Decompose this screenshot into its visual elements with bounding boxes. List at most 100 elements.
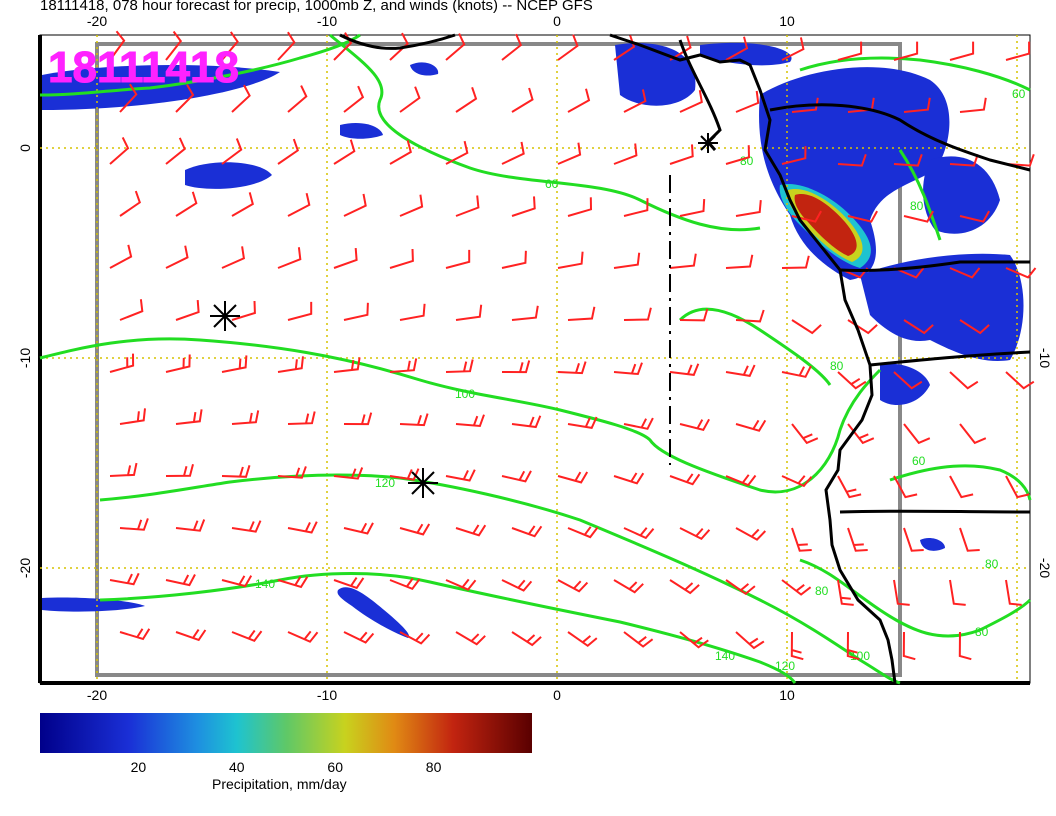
contour-label: 120 — [375, 476, 395, 490]
wind-barb — [389, 248, 414, 269]
wind-barb — [679, 90, 703, 113]
wind-barb — [389, 468, 420, 481]
wind-barb — [613, 362, 643, 376]
border — [869, 350, 1031, 367]
contour-label: 100 — [455, 387, 475, 401]
wind-barb — [119, 83, 138, 113]
colorbar-tick-label: 60 — [327, 759, 343, 775]
wind-barb — [231, 629, 263, 643]
wind-barb — [231, 84, 251, 113]
lat-tick-right: -20 — [1037, 558, 1053, 578]
wind-barb — [623, 631, 654, 648]
wind-barb — [725, 145, 751, 165]
wind-barb — [277, 576, 309, 589]
wind-barb — [287, 630, 319, 643]
wind-barb — [958, 631, 972, 661]
wind-barb — [287, 301, 313, 321]
wind-barb — [1005, 579, 1022, 606]
wind-barb — [445, 33, 466, 61]
wind-barb — [959, 423, 987, 445]
border — [678, 39, 722, 151]
wind-barb — [669, 579, 700, 595]
wind-barb — [837, 579, 854, 606]
wind-barb — [501, 250, 527, 269]
contour-label: 140 — [715, 649, 735, 663]
wind-barb — [959, 527, 980, 552]
wind-barb — [949, 267, 981, 279]
wind-barb — [333, 467, 364, 480]
wind-barb — [343, 193, 367, 217]
colorbar — [40, 713, 532, 753]
wind-barb — [846, 631, 860, 661]
precip-area — [923, 156, 1000, 234]
wind-barb — [725, 254, 754, 269]
wind-barb — [679, 308, 709, 322]
contour-80 — [898, 149, 942, 241]
wind-barb — [903, 210, 934, 223]
wind-barb — [902, 631, 916, 661]
star-marker — [408, 468, 438, 498]
wind-barb — [781, 475, 813, 488]
frame-bars — [38, 35, 1030, 685]
wind-barb — [623, 198, 649, 217]
wind-barb — [669, 473, 701, 486]
wind-barb — [231, 300, 256, 321]
wind-barb — [847, 527, 868, 552]
wind-barb — [109, 353, 135, 373]
wind-barb — [175, 629, 207, 642]
wind-barb — [959, 319, 990, 335]
border — [839, 509, 1031, 514]
wind-barb — [1005, 371, 1035, 390]
wind-barb — [679, 199, 706, 217]
wind-barb — [109, 30, 126, 61]
wind-barb — [399, 413, 429, 427]
wind-barb — [445, 359, 474, 373]
wind-barb — [949, 371, 979, 390]
precip-area — [700, 42, 792, 66]
contour-60 — [889, 464, 1032, 501]
wind-barb — [567, 631, 598, 648]
lat-tick-left: 0 — [17, 144, 33, 152]
wind-barb — [221, 465, 251, 478]
wind-barb — [1005, 475, 1030, 499]
wind-barb — [455, 414, 485, 428]
wind-barb — [501, 33, 523, 61]
wind-barb — [333, 577, 365, 590]
wind-barb — [781, 579, 812, 596]
wind-barb — [567, 526, 599, 539]
wind-barb — [511, 87, 534, 113]
wind-barb — [109, 572, 140, 586]
precip-area — [860, 253, 1024, 361]
wind-barb — [511, 305, 539, 321]
wind-barb — [455, 631, 486, 646]
wind-barb — [567, 416, 598, 430]
wind-barb — [399, 523, 431, 536]
wind-barb — [790, 631, 804, 661]
wind-barb — [119, 408, 146, 425]
wind-barb — [343, 85, 365, 113]
coastline — [339, 33, 1031, 684]
wind-barb — [221, 355, 248, 373]
contour-labels: 60 60 80 80 80 100 100 120 120 140 140 8… — [255, 87, 1026, 673]
lon-tick-bottom: -10 — [317, 687, 337, 703]
wind-barb — [287, 192, 311, 217]
wind-barb — [903, 423, 931, 445]
wind-barb — [791, 319, 822, 335]
wind-barb — [445, 578, 477, 591]
contour-label: 80 — [830, 359, 844, 373]
wind-barb — [501, 470, 532, 483]
wind-barb — [389, 577, 421, 591]
date-stamp: 18111418 — [48, 43, 239, 92]
wind-barb — [725, 36, 749, 61]
wind-barb — [613, 252, 641, 269]
wind-barb — [679, 527, 711, 541]
wind-barb — [557, 142, 582, 165]
wind-barb — [735, 200, 762, 217]
coastline-segment — [339, 33, 456, 50]
wind-barb — [389, 358, 418, 373]
wind-barb — [557, 361, 587, 375]
wind-barb — [511, 196, 536, 217]
contour-label: 80 — [740, 154, 754, 168]
colorbar-tick-label: 40 — [229, 759, 245, 775]
wind-barb — [613, 472, 645, 485]
